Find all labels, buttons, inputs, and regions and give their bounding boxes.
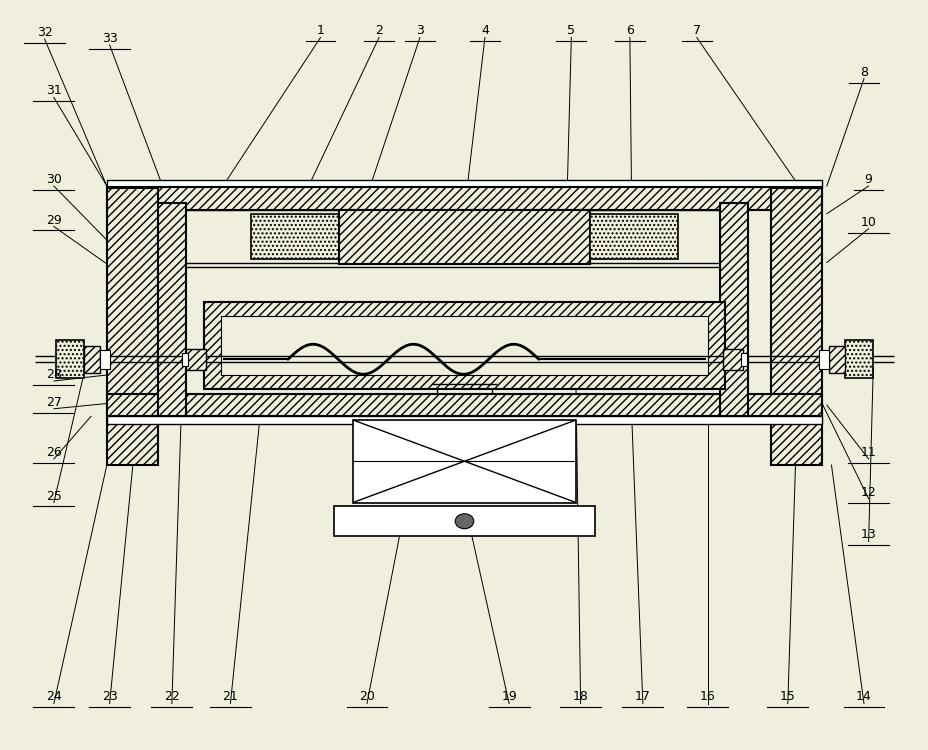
Text: 23: 23 (102, 691, 117, 703)
Bar (251, 214, 339, 259)
Bar (84, 346, 100, 373)
Bar (818, 350, 828, 369)
Bar (719, 202, 747, 416)
Text: 6: 6 (625, 25, 633, 38)
Text: 22: 22 (164, 691, 179, 703)
Bar (741, 352, 746, 366)
Text: 2: 2 (375, 25, 382, 38)
Text: 3: 3 (416, 25, 423, 38)
Text: 24: 24 (46, 691, 61, 703)
Bar (158, 202, 186, 416)
Text: 25: 25 (45, 490, 62, 502)
Bar (722, 349, 742, 370)
Text: 32: 32 (37, 26, 52, 39)
Text: 27: 27 (45, 396, 62, 409)
Text: 33: 33 (102, 32, 117, 45)
Bar (107, 188, 158, 465)
Bar (56, 340, 84, 378)
Text: 4: 4 (481, 25, 488, 38)
Text: 11: 11 (860, 446, 875, 459)
Text: 21: 21 (223, 691, 238, 703)
Bar (589, 214, 677, 259)
Text: 14: 14 (856, 691, 870, 703)
Text: 17: 17 (634, 691, 651, 703)
Text: 20: 20 (358, 691, 375, 703)
Bar (339, 210, 589, 264)
Text: 7: 7 (692, 25, 700, 38)
Text: 28: 28 (45, 368, 62, 381)
Bar (844, 340, 872, 378)
Text: 16: 16 (700, 691, 715, 703)
Text: 10: 10 (859, 216, 876, 229)
Bar (186, 349, 206, 370)
Bar (770, 188, 821, 465)
Bar (334, 506, 594, 536)
Text: 13: 13 (860, 529, 875, 542)
Bar (107, 188, 821, 210)
Text: 12: 12 (860, 486, 875, 499)
Bar (221, 316, 707, 375)
Text: 30: 30 (45, 173, 62, 186)
Bar (100, 350, 110, 369)
Text: 31: 31 (46, 85, 61, 98)
Circle shape (455, 514, 473, 529)
Bar (107, 416, 821, 424)
Bar (828, 346, 844, 373)
Bar (353, 420, 575, 503)
Text: 15: 15 (779, 691, 795, 703)
Text: 5: 5 (567, 25, 574, 38)
Bar (204, 302, 724, 388)
Text: 8: 8 (859, 66, 867, 79)
Text: 19: 19 (501, 691, 516, 703)
Bar (107, 394, 821, 416)
Text: 1: 1 (316, 25, 324, 38)
Text: 9: 9 (864, 173, 871, 186)
Text: 26: 26 (46, 446, 61, 459)
Text: 18: 18 (572, 691, 588, 703)
Bar (107, 180, 821, 188)
Text: 29: 29 (46, 214, 61, 226)
Bar (182, 352, 187, 366)
